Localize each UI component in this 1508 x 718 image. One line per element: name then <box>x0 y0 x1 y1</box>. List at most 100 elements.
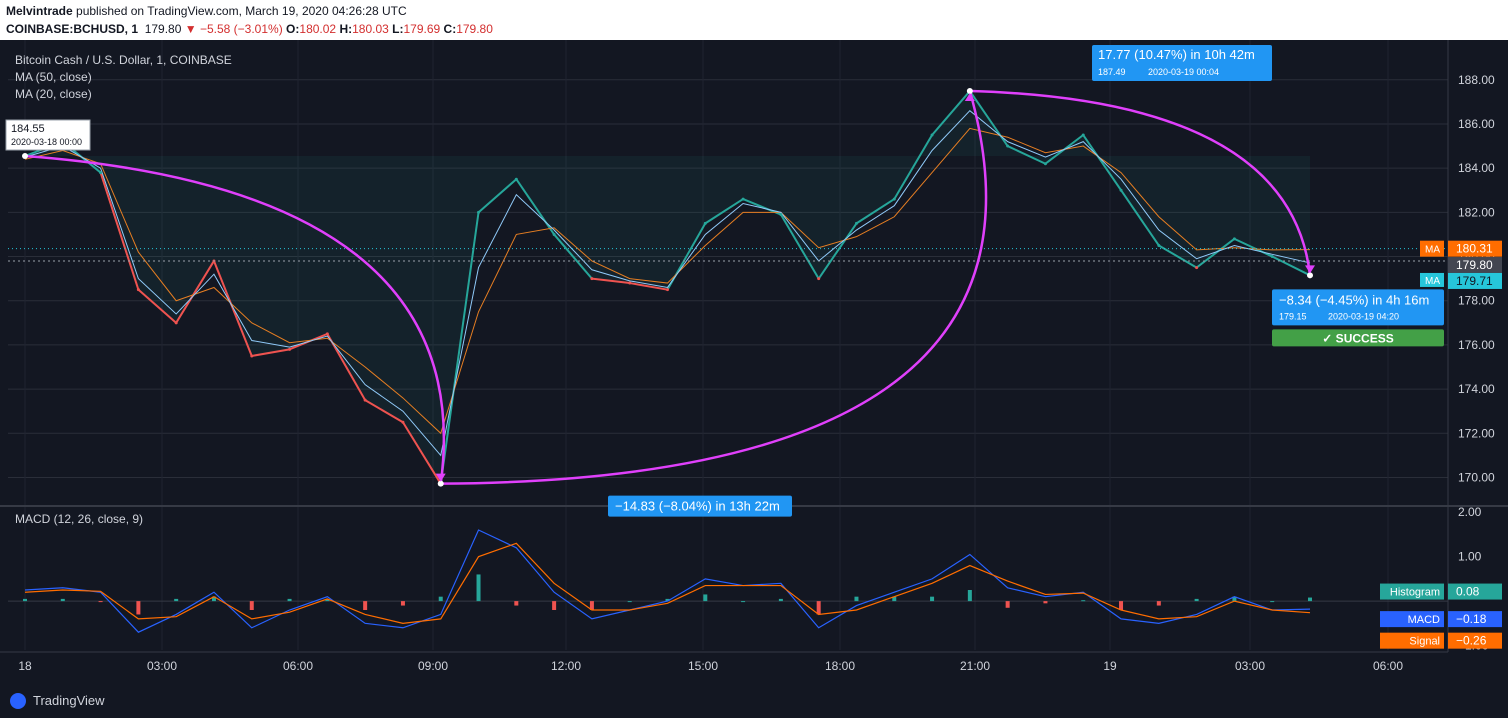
histogram-bar <box>1081 600 1086 602</box>
price-point <box>854 221 858 225</box>
price-tick-label: 184.00 <box>1458 161 1495 175</box>
price-point <box>703 221 707 225</box>
price-point <box>325 332 329 336</box>
price-line-segment <box>553 233 593 280</box>
success-label: ✓ SUCCESS <box>1322 331 1393 345</box>
histogram-bar <box>1156 601 1161 606</box>
price-point <box>552 232 556 236</box>
arc-start-to-low <box>24 154 446 484</box>
price-point <box>401 420 405 424</box>
time-tick-label: 06:00 <box>1373 659 1403 673</box>
open-value: 180.02 <box>299 22 337 36</box>
price-point <box>892 197 896 201</box>
down-arrow-icon: ▼ <box>184 22 197 36</box>
histogram-bar <box>1005 601 1010 608</box>
histogram-bar <box>287 598 292 602</box>
close-label: C: <box>443 22 457 36</box>
price-line-segment <box>402 421 442 485</box>
price-line-segment <box>251 348 290 357</box>
signal-line <box>24 542 1311 624</box>
price-line-segment <box>1233 237 1273 258</box>
price-point <box>99 171 103 175</box>
price-line-segment <box>477 178 517 214</box>
time-tick-label: 09:00 <box>418 659 448 673</box>
current-price-box <box>1448 256 1502 273</box>
price-line-segment <box>931 90 971 136</box>
macd-value-box <box>1448 632 1502 649</box>
price-change: −5.58 (−3.01%) <box>199 22 283 36</box>
open-label: O: <box>286 22 300 36</box>
low-label: L: <box>392 22 404 36</box>
time-tick-label: 06:00 <box>283 659 313 673</box>
chart-canvas[interactable]: 188.00186.00184.00182.00180.00178.00176.… <box>0 40 1508 684</box>
histogram-bar <box>665 598 670 602</box>
macd-tick-label: 1.00 <box>1458 550 1482 564</box>
histogram-bar <box>1232 596 1237 602</box>
macd-tick-label: 2.00 <box>1458 505 1482 519</box>
price-line-segment <box>1082 134 1122 191</box>
ma50-value-box <box>1448 240 1502 257</box>
histogram-bar <box>778 598 783 602</box>
ma50-tag-box <box>1420 240 1444 257</box>
time-tick-label: 03:00 <box>1235 659 1265 673</box>
histogram-bar <box>1043 601 1048 604</box>
price-tick-label: 174.00 <box>1458 382 1495 396</box>
high-sub-time: 2020-03-19 00:04 <box>1148 67 1219 77</box>
success-badge-box <box>1272 329 1444 347</box>
histogram-bar <box>476 574 481 602</box>
macd-tag-label: MACD <box>1408 614 1440 626</box>
arrow-up-icon <box>964 93 975 102</box>
histogram-bar <box>98 601 103 603</box>
current-price-label: 179.80 <box>1456 258 1493 272</box>
histogram-bar <box>741 601 746 603</box>
histogram-bar <box>589 601 594 610</box>
author-name[interactable]: Melvintrade <box>6 4 73 18</box>
price-point <box>628 281 632 285</box>
macd-value-box <box>1448 611 1502 628</box>
histogram-bar <box>703 594 708 602</box>
time-tick-label: 18 <box>18 659 32 673</box>
price-line-segment <box>213 260 253 357</box>
macd-value-label: 0.08 <box>1456 585 1480 599</box>
low-measure-text: −14.83 (−8.04%) in 13h 22m <box>615 499 780 514</box>
arc-high-to-end <box>969 89 1312 276</box>
ma50-value-label: 180.31 <box>1456 242 1493 256</box>
ma20-value-box <box>1448 272 1502 289</box>
price-line-segment <box>137 288 177 324</box>
instrument-legend: Bitcoin Cash / U.S. Dollar, 1, COINBASE <box>15 53 232 67</box>
histogram-bar <box>249 601 254 610</box>
histogram-bar <box>136 601 141 615</box>
ma20-tag-box <box>1420 272 1444 287</box>
high-value: 180.03 <box>352 22 389 36</box>
price-line-segment <box>515 178 555 236</box>
tradingview-brand[interactable]: TradingView <box>33 693 105 708</box>
symbol-label: COINBASE:BCHUSD, 1 <box>6 22 139 36</box>
start-time-text: 2020-03-18 00:00 <box>11 137 82 147</box>
high-label: H: <box>339 22 353 36</box>
start-label-box <box>5 119 91 151</box>
high-measure-text: 17.77 (10.47%) in 10h 42m <box>1098 47 1255 62</box>
histogram-bar <box>174 598 179 602</box>
price-line-segment <box>1120 189 1160 247</box>
histogram-bar <box>892 596 897 602</box>
ohlc-line: COINBASE:BCHUSD, 1 179.80 ▼ −5.58 (−3.01… <box>6 22 493 36</box>
ma20-line <box>24 110 1311 457</box>
chart-header: Melvintrade published on TradingView.com… <box>0 0 1508 40</box>
ma20-value-label: 179.71 <box>1456 274 1493 288</box>
end-measure-text: −8.34 (−4.45%) in 4h 16m <box>1279 292 1429 307</box>
published-info: published on TradingView.com, March 19, … <box>76 4 407 18</box>
arrow-down-icon <box>1305 265 1315 274</box>
histogram-bar <box>23 598 27 602</box>
price-tick-label: 176.00 <box>1458 338 1495 352</box>
chart-area[interactable]: 188.00186.00184.00182.00180.00178.00176.… <box>0 40 1508 684</box>
price-tick-label: 188.00 <box>1458 73 1495 87</box>
macd-value-box <box>1448 583 1502 600</box>
time-tick-label: 15:00 <box>688 659 718 673</box>
price-point <box>1043 162 1047 166</box>
tradingview-logo-icon[interactable] <box>10 693 26 709</box>
ma20-tag-label: MA <box>1425 276 1440 287</box>
histogram-bar <box>1308 597 1312 602</box>
histogram-bar <box>514 601 519 606</box>
macd-legend: MACD (12, 26, close, 9) <box>15 512 144 526</box>
histogram-bar <box>325 598 330 602</box>
